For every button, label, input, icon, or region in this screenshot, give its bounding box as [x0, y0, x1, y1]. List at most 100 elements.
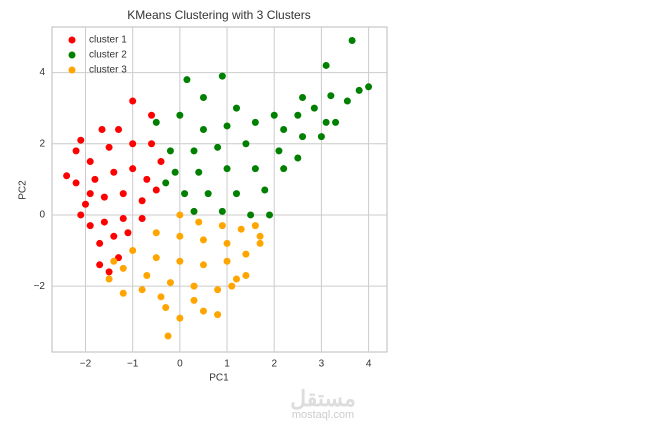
point — [322, 61, 330, 69]
point — [199, 93, 207, 101]
point — [129, 97, 137, 105]
point — [176, 314, 184, 322]
point — [138, 215, 146, 223]
point — [119, 215, 127, 223]
point — [77, 136, 85, 144]
point — [129, 140, 137, 148]
point — [138, 286, 146, 294]
point — [148, 111, 156, 119]
point — [157, 158, 165, 166]
point — [280, 165, 288, 173]
point — [199, 126, 207, 134]
point — [162, 179, 170, 187]
point — [171, 168, 179, 176]
point — [129, 247, 137, 255]
point — [275, 147, 283, 155]
point — [143, 271, 151, 279]
point — [199, 261, 207, 269]
point — [157, 293, 165, 301]
point — [218, 72, 226, 80]
point — [96, 239, 104, 247]
point — [91, 175, 99, 183]
point — [214, 143, 222, 151]
point — [310, 104, 318, 112]
point — [199, 307, 207, 315]
point — [251, 165, 259, 173]
point — [119, 190, 127, 198]
point — [190, 147, 198, 155]
point — [176, 232, 184, 240]
x-tick-label: 1 — [224, 359, 230, 370]
point — [204, 190, 212, 198]
point — [63, 172, 71, 180]
point — [110, 232, 118, 240]
point — [332, 118, 340, 126]
point — [247, 211, 255, 219]
point — [218, 222, 226, 230]
point — [98, 126, 106, 134]
point — [299, 133, 307, 141]
point — [242, 140, 250, 148]
point — [138, 197, 146, 205]
point — [214, 311, 222, 319]
x-tick-label: 0 — [177, 359, 183, 370]
x-tick-label: −2 — [80, 359, 92, 370]
point — [317, 133, 325, 141]
point — [228, 282, 236, 290]
y-tick-label: 0 — [39, 210, 45, 221]
point — [166, 279, 174, 287]
point — [181, 190, 189, 198]
point — [82, 200, 89, 208]
x-tick-label: −1 — [127, 359, 139, 370]
point — [322, 118, 330, 126]
point — [105, 275, 113, 283]
point — [223, 165, 231, 173]
watermark-name: مستقل — [290, 386, 356, 411]
y-axis-label: PC2 — [18, 180, 29, 200]
x-axis-label: PC1 — [209, 373, 229, 384]
point — [327, 92, 335, 100]
point — [152, 186, 160, 194]
point — [199, 236, 207, 244]
point — [242, 250, 250, 258]
point — [105, 143, 113, 151]
point — [72, 147, 80, 155]
legend-marker — [68, 36, 76, 44]
point — [100, 193, 108, 201]
plot-area — [51, 26, 388, 353]
point — [152, 254, 160, 262]
point — [195, 168, 203, 176]
point — [166, 147, 174, 155]
point — [96, 261, 104, 269]
point — [232, 104, 240, 112]
point — [251, 222, 259, 230]
point — [223, 122, 231, 130]
point — [294, 154, 302, 162]
point — [223, 257, 231, 265]
point — [256, 232, 264, 240]
point — [355, 86, 363, 94]
point — [348, 37, 356, 45]
point — [176, 211, 184, 219]
chart-title: KMeans Clustering with 3 Clusters — [127, 8, 310, 22]
point — [190, 207, 198, 215]
point — [270, 111, 278, 119]
point — [195, 218, 203, 226]
x-tick-label: 2 — [271, 359, 277, 370]
legend-label: cluster 3 — [89, 65, 127, 76]
point — [152, 118, 160, 126]
y-tick-label: 4 — [39, 67, 45, 78]
point — [232, 275, 240, 283]
point — [119, 289, 127, 297]
point — [237, 225, 245, 233]
point — [251, 118, 259, 126]
point — [129, 165, 137, 173]
point — [86, 190, 94, 198]
watermark-url: mostaql.com — [292, 409, 354, 421]
point — [242, 271, 250, 279]
point — [214, 286, 222, 294]
legend-label: cluster 2 — [89, 50, 127, 61]
legend-marker — [68, 66, 76, 74]
point — [261, 186, 269, 194]
point — [148, 140, 156, 148]
